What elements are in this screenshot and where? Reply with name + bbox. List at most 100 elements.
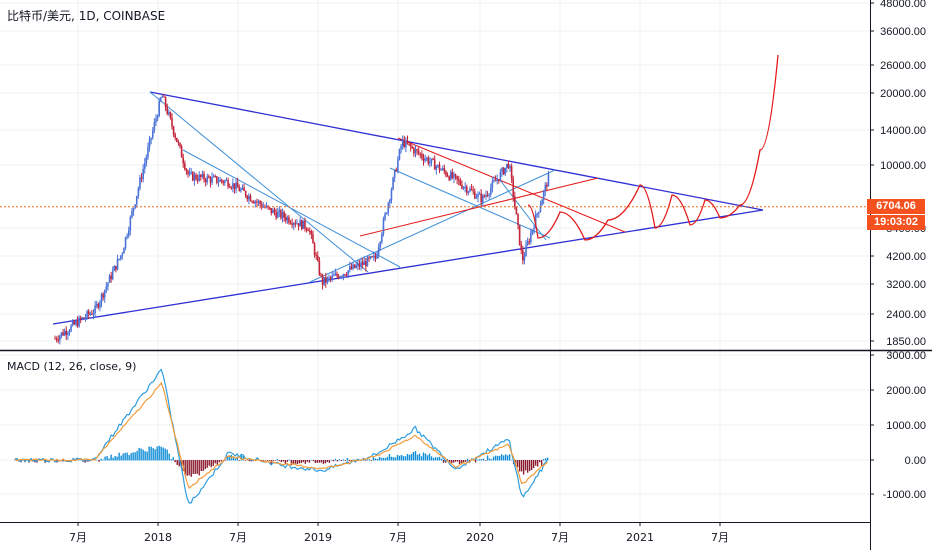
candle-body (214, 176, 217, 178)
candle-body (102, 293, 104, 298)
histogram-bar (322, 460, 325, 464)
candle-body (448, 176, 450, 180)
time-tick-label: 7月 (69, 531, 87, 544)
time-tick-label: 2021 (626, 531, 654, 544)
histogram-bar (62, 460, 64, 462)
histogram-bar (538, 460, 541, 463)
histogram-bar (334, 458, 337, 461)
candle-body (227, 180, 229, 187)
histogram-bar (504, 454, 507, 461)
candle-body (422, 157, 425, 161)
candle-body (345, 275, 348, 277)
candle-body (389, 199, 391, 204)
histogram-bar (248, 460, 250, 462)
candle-body (390, 189, 393, 200)
candle-body (71, 321, 74, 326)
histogram-bar (526, 460, 529, 473)
candle-body (318, 260, 321, 275)
trendline-drawings (52, 91, 764, 325)
histogram-bar (336, 460, 339, 462)
candle-body (374, 255, 377, 259)
histogram-bar (448, 460, 451, 463)
candle-body (530, 233, 532, 243)
candle-body (352, 264, 354, 270)
histogram-bar (228, 456, 230, 461)
candle-body (134, 204, 136, 209)
candle-body (209, 177, 212, 183)
histogram-bar (490, 459, 493, 461)
candle-body (262, 206, 265, 208)
candle-body (493, 180, 495, 182)
candle-body (520, 244, 523, 251)
price-axis-ticks[interactable]: 48000.00 36000.00 26000.00 20000.00 14000.00… (870, 0, 926, 348)
histogram-bar (178, 460, 180, 467)
price-tick-label: 4200.00 (886, 251, 926, 263)
symbol-header[interactable]: 比特币/美元, 1D, COINBASE (7, 7, 165, 24)
histogram-bar (112, 457, 114, 461)
histogram-bar (402, 455, 405, 461)
time-axis-ticks[interactable]: 7月 2018 7月 2019 7月 2020 7月 2021 7月 (69, 522, 729, 544)
candle-body (216, 176, 218, 183)
histogram-bar (150, 446, 152, 461)
candle-body (265, 205, 268, 208)
candle-body (105, 286, 108, 290)
histogram-bar (140, 448, 142, 461)
candle-body (190, 172, 193, 174)
histogram-bar (510, 459, 513, 461)
candle-body (76, 321, 79, 327)
histogram-bar (524, 460, 527, 471)
candle-body (373, 255, 375, 257)
candle-body (167, 112, 170, 114)
candle-body (243, 187, 245, 192)
lower-trendline (52, 209, 764, 325)
candle-body (68, 331, 71, 333)
candle-body (498, 179, 500, 181)
histogram-bar (460, 460, 463, 464)
candle-body (206, 176, 209, 183)
candle-body (196, 179, 199, 181)
histogram-bar (434, 457, 437, 461)
macd-indicator-label[interactable]: MACD (12, 26, close, 9) (7, 360, 136, 373)
histogram-bar (238, 460, 240, 461)
candle-body (307, 230, 309, 232)
candle-body (172, 126, 175, 135)
candle-body (331, 275, 333, 278)
macd-axis-ticks[interactable]: 3000.00 2000.00 1000.00 0.00 -1000.00 (870, 350, 926, 501)
candle-body (156, 116, 159, 119)
histogram-bar (396, 454, 399, 461)
candle-body (400, 146, 402, 150)
candle-body (270, 207, 273, 214)
candle-body (360, 262, 362, 267)
macd-lines (14, 368, 549, 504)
histogram-bar (424, 453, 427, 461)
candle-body (411, 146, 414, 149)
histogram-bar (478, 459, 481, 461)
candle-body (123, 248, 125, 254)
candle-body (531, 229, 534, 234)
histogram-bar (340, 460, 343, 461)
candle-body (118, 258, 120, 260)
histogram-bar (442, 460, 445, 463)
histogram-bar (462, 460, 465, 463)
candle-body (547, 173, 550, 187)
candle-body (187, 170, 189, 175)
histogram-bar (210, 460, 212, 468)
candle-body (179, 142, 181, 147)
histogram-bar (240, 455, 242, 461)
candle-body (310, 231, 313, 235)
histogram-bar (232, 457, 234, 461)
candle-body (369, 256, 372, 259)
candle-body (67, 332, 69, 335)
histogram-bar (272, 460, 275, 461)
histogram-bar (196, 460, 198, 474)
candle-body (103, 289, 106, 298)
price-tick-label: 26000.00 (880, 60, 926, 72)
candle-body (491, 181, 494, 188)
candle-body (73, 321, 76, 325)
candle-body (59, 335, 61, 341)
candle-body (316, 255, 319, 261)
candle-body (477, 193, 479, 198)
candle-body (443, 168, 446, 172)
histogram-bar (212, 460, 214, 466)
